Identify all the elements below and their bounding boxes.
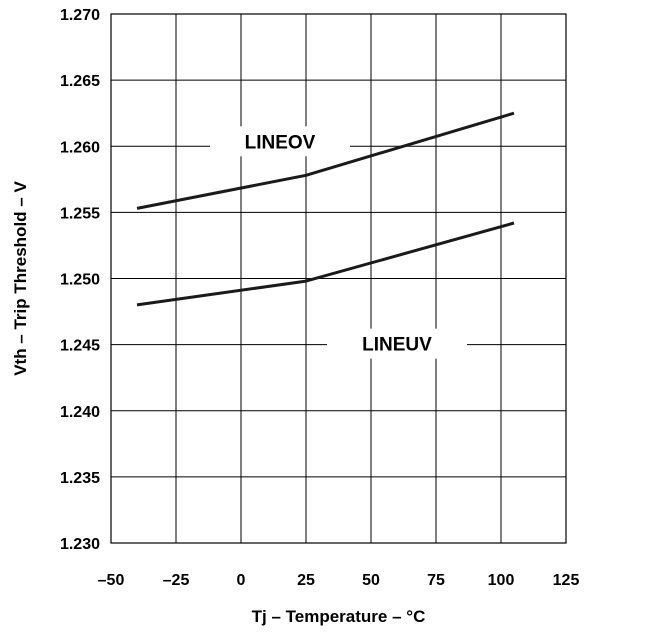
- annotation-background: [327, 328, 467, 359]
- y-tick-label: 1.270: [60, 7, 100, 24]
- y-tick-labels: 1.230 1.235 1.240 1.245 1.250 1.255 1.260 1.265…: [60, 7, 100, 553]
- x-tick-label: 100: [488, 572, 515, 589]
- grid: [110, 13, 567, 544]
- y-tick-label: 1.245: [60, 338, 100, 355]
- y-tick-label: 1.260: [60, 139, 100, 156]
- series-label-lineov: LINEOV: [245, 132, 316, 153]
- series-line-lineov: [136, 111, 515, 210]
- series-label-lineuv: LINEUV: [362, 335, 432, 356]
- y-tick-label: 1.240: [60, 404, 100, 421]
- x-axis-title: Tj – Temperature – °C: [252, 607, 426, 626]
- x-tick-labels: –50 –25 0 25 50 75 100 125: [98, 572, 580, 589]
- x-tick-label: –50: [98, 572, 125, 589]
- series: [136, 111, 515, 307]
- y-axis-title: Vth – Trip Threshold – V: [11, 181, 30, 376]
- x-tick-label: 0: [237, 572, 246, 589]
- y-tick-label: 1.250: [60, 272, 100, 289]
- series-line-lineuv: [136, 221, 515, 307]
- y-tick-label: 1.235: [60, 470, 100, 487]
- annotations: LINEOV LINEUV: [210, 126, 467, 359]
- annotation-background: [210, 126, 350, 157]
- x-tick-label: 125: [553, 572, 580, 589]
- x-tick-label: 50: [362, 572, 380, 589]
- y-tick-label: 1.265: [60, 73, 100, 90]
- x-tick-label: –25: [163, 572, 190, 589]
- x-tick-label: 75: [427, 572, 445, 589]
- plot-frame: [110, 13, 567, 544]
- x-tick-label: 25: [297, 572, 315, 589]
- y-tick-label: 1.230: [60, 536, 100, 553]
- y-tick-label: 1.255: [60, 205, 100, 222]
